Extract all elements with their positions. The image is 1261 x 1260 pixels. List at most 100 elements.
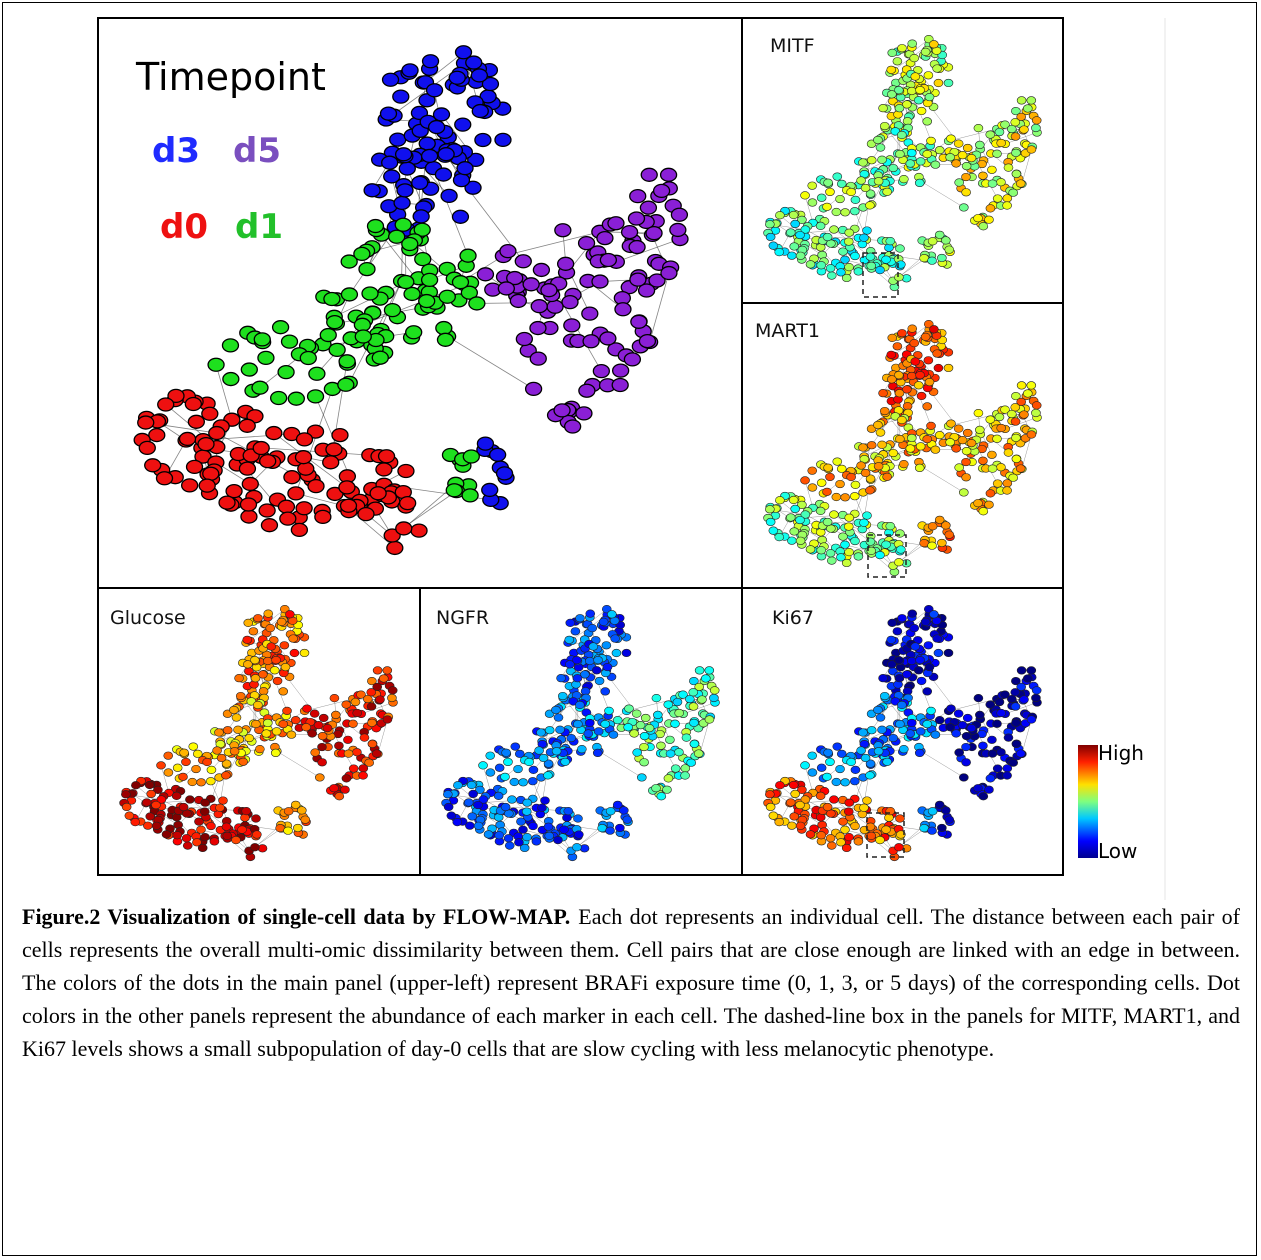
cell-dot (570, 627, 581, 636)
cell-dot (888, 733, 899, 743)
cell-dot (829, 510, 839, 519)
cell-dot (610, 634, 620, 643)
cell-dot (996, 138, 1006, 148)
cell-dot (528, 821, 538, 831)
cell-dot (241, 476, 259, 492)
cell-dot (340, 287, 359, 302)
cell-dot (832, 457, 843, 466)
cell-dot (853, 267, 864, 276)
cell-dot (420, 272, 439, 288)
cell-dot (354, 329, 372, 344)
cell-dot (271, 727, 282, 736)
cell-dot (1000, 120, 1010, 129)
cell-dot (807, 751, 818, 760)
cell-dot (843, 237, 854, 246)
cell-dot (443, 790, 453, 799)
cell-dot (645, 225, 663, 241)
cell-dot (934, 431, 945, 440)
cell-dot (1011, 718, 1021, 727)
cell-dot (1006, 694, 1017, 704)
cell-dot (775, 496, 785, 505)
cell-dot (644, 724, 655, 733)
cell-dot (840, 255, 850, 264)
cell-dot (934, 146, 945, 155)
cell-dot (765, 802, 776, 812)
cell-dot (670, 207, 689, 222)
edge (824, 236, 882, 241)
cell-dot (334, 792, 345, 801)
cell-dot (953, 709, 964, 718)
cell-dot (795, 821, 806, 830)
cell-dot (973, 694, 984, 703)
cell-dot (785, 798, 796, 807)
cell-dot (996, 748, 1006, 757)
cell-dot (369, 486, 387, 501)
cell-dot (514, 749, 525, 758)
cell-dot (563, 318, 581, 333)
cell-dot (825, 549, 836, 558)
cell-dot (856, 746, 866, 755)
cell-dot (467, 812, 478, 821)
cell-dot (574, 830, 584, 839)
cell-dot (915, 442, 926, 451)
cell-dot (905, 729, 916, 738)
cell-dot (251, 719, 261, 729)
cell-dot (543, 771, 553, 780)
cell-dot (557, 256, 575, 271)
cell-dot (521, 807, 532, 816)
cell-dot (841, 843, 852, 853)
cell-dot (325, 442, 343, 457)
cell-dot (957, 151, 968, 160)
cell-dot (937, 538, 947, 548)
cell-dot (381, 155, 399, 170)
cell-dot (790, 219, 800, 228)
cell-dot (913, 96, 924, 105)
cell-dot (899, 745, 909, 754)
cell-dot (892, 627, 903, 636)
colorbar-low: Low (1098, 839, 1137, 863)
cell-dot (198, 478, 216, 493)
cell-dot (795, 515, 805, 525)
cell-dot (984, 500, 994, 509)
cell-dot (252, 440, 270, 456)
cell-dot (202, 466, 220, 481)
cell-dot (434, 167, 453, 182)
cell-dot (331, 427, 349, 443)
cell-dot (131, 781, 141, 790)
cell-dot (985, 774, 996, 783)
cell-dot (192, 749, 203, 758)
cell-dot (826, 556, 837, 565)
cell-dot (816, 831, 827, 840)
cell-dot (915, 85, 925, 95)
cell-dot (1002, 771, 1012, 780)
cell-dot (987, 464, 998, 473)
cell-dot (197, 843, 208, 853)
cell-dot (790, 504, 800, 513)
cell-dot (992, 194, 1003, 203)
cell-dot (816, 478, 827, 487)
cell-dot (966, 154, 977, 163)
cell-dot (1019, 125, 1029, 134)
cell-dot (978, 456, 988, 465)
cell-dot (445, 483, 463, 498)
cell-dot (795, 230, 805, 240)
cell-dot (930, 160, 941, 169)
cell-dot (768, 526, 779, 535)
cell-dot (951, 444, 961, 453)
cell-dot (844, 548, 854, 557)
cell-dot (652, 183, 671, 199)
panel-title: Ki67 (772, 607, 814, 629)
cell-dot (689, 718, 699, 727)
cell-dot (822, 772, 832, 781)
cell-dot (497, 281, 515, 296)
cell-dot (438, 289, 456, 304)
cell-dot (681, 733, 692, 742)
cell-dot (825, 757, 835, 767)
edge (254, 447, 370, 456)
cell-dot (283, 470, 301, 485)
cell-dot (985, 489, 996, 498)
cell-dot (953, 424, 964, 433)
cell-dot (866, 261, 877, 270)
cell-dot (221, 338, 240, 353)
